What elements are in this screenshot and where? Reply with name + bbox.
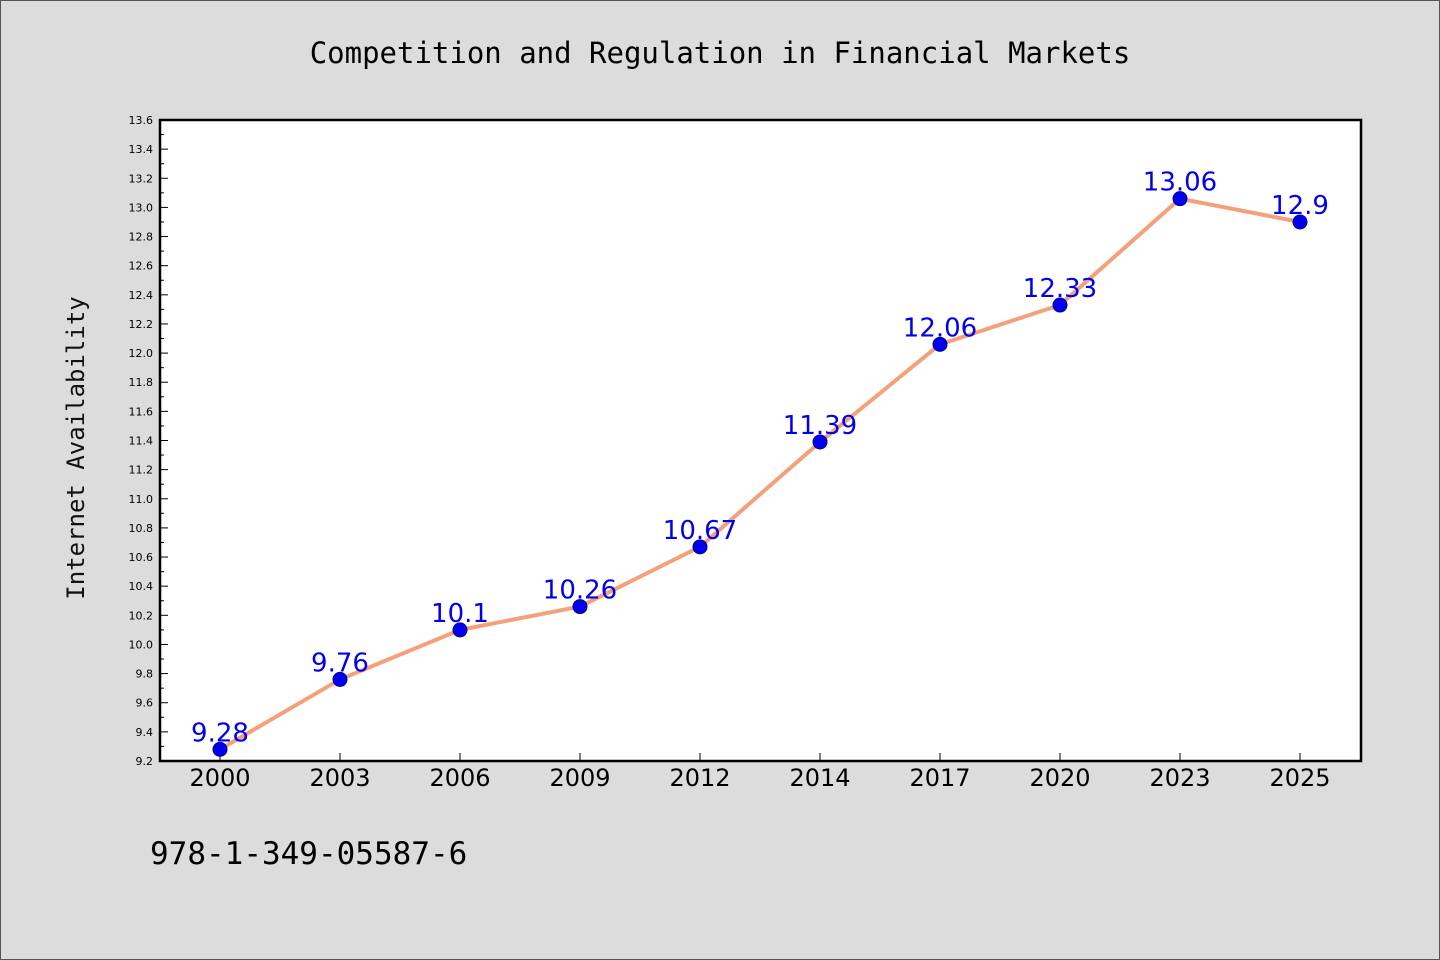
x-tick-label: 2000 <box>189 764 250 792</box>
data-point <box>572 599 588 615</box>
series: 9.28 9.76 10.1 10.26 10.67 11.39 12.06 12.33 13.… <box>191 168 1329 757</box>
data-point <box>332 671 348 687</box>
data-point <box>812 434 828 450</box>
data-label: 10.1 <box>431 599 489 629</box>
x-tick-label: 2012 <box>669 764 730 792</box>
x-tick-label: 2009 <box>549 764 610 792</box>
x-axis: 2000 2003 2006 2009 2012 2014 2017 2020 2023 2025 <box>189 753 1331 792</box>
series-line <box>218 196 1302 752</box>
data-label: 11.39 <box>783 411 857 441</box>
y-tick-label: 12.6 <box>129 260 154 273</box>
x-tick-label: 2023 <box>1149 764 1210 792</box>
y-tick-label: 9.6 <box>136 697 154 710</box>
y-tick-label: 13.4 <box>129 143 154 156</box>
data-point <box>1052 297 1068 313</box>
y-tick-label: 11.0 <box>129 493 154 506</box>
y-tick-label: 10.6 <box>129 551 154 564</box>
y-axis: 9.2 9.4 9.6 9.8 10.0 10.2 10.4 10.6 10.8 11.0 11.2… <box>129 114 168 768</box>
y-tick-label: 11.8 <box>129 376 154 389</box>
y-tick-label: 9.8 <box>136 668 154 681</box>
y-tick-label: 12.8 <box>129 231 154 244</box>
y-tick-label: 10.4 <box>129 580 154 593</box>
y-tick-label: 11.2 <box>129 464 154 477</box>
y-tick-label: 12.2 <box>129 318 154 331</box>
isbn-text: 978-1-349-05587-6 <box>150 836 467 872</box>
data-point <box>212 741 228 757</box>
y-tick-label: 13.6 <box>129 114 154 127</box>
data-point <box>452 622 468 638</box>
chart-title: Competition and Regulation in Financial … <box>310 36 1131 70</box>
plot-area <box>158 118 1363 763</box>
data-label: 9.76 <box>311 648 369 678</box>
y-tick-label: 11.4 <box>129 435 154 448</box>
x-tick-label: 2020 <box>1029 764 1090 792</box>
x-tick-label: 2025 <box>1269 764 1330 792</box>
y-tick-label: 9.4 <box>136 726 154 739</box>
x-tick-label: 2006 <box>429 764 490 792</box>
data-label: 13.06 <box>1143 168 1217 198</box>
x-tick-label: 2014 <box>789 764 850 792</box>
data-label: 12.06 <box>903 313 977 343</box>
y-tick-label: 12.0 <box>129 347 154 360</box>
data-point <box>692 539 708 555</box>
data-label: 12.9 <box>1271 191 1329 221</box>
data-label: 9.28 <box>191 718 249 748</box>
y-tick-label: 9.2 <box>136 755 154 768</box>
y-tick-label: 10.8 <box>129 522 154 535</box>
data-point <box>932 336 948 352</box>
y-tick-label: 12.4 <box>129 289 154 302</box>
x-tick-label: 2017 <box>909 764 970 792</box>
y-tick-label: 10.0 <box>129 638 154 651</box>
data-label: 10.67 <box>663 516 737 546</box>
y-tick-label: 13.2 <box>129 172 154 185</box>
data-point <box>1172 191 1188 207</box>
y-axis-label: Internet Availability <box>62 296 90 599</box>
x-tick-label: 2003 <box>309 764 370 792</box>
y-tick-label: 10.2 <box>129 609 154 622</box>
data-label: 10.26 <box>543 576 617 606</box>
y-tick-label: 11.6 <box>129 405 154 418</box>
y-tick-label: 13.0 <box>129 201 154 214</box>
data-point <box>1292 214 1308 230</box>
data-label: 12.33 <box>1023 274 1097 304</box>
